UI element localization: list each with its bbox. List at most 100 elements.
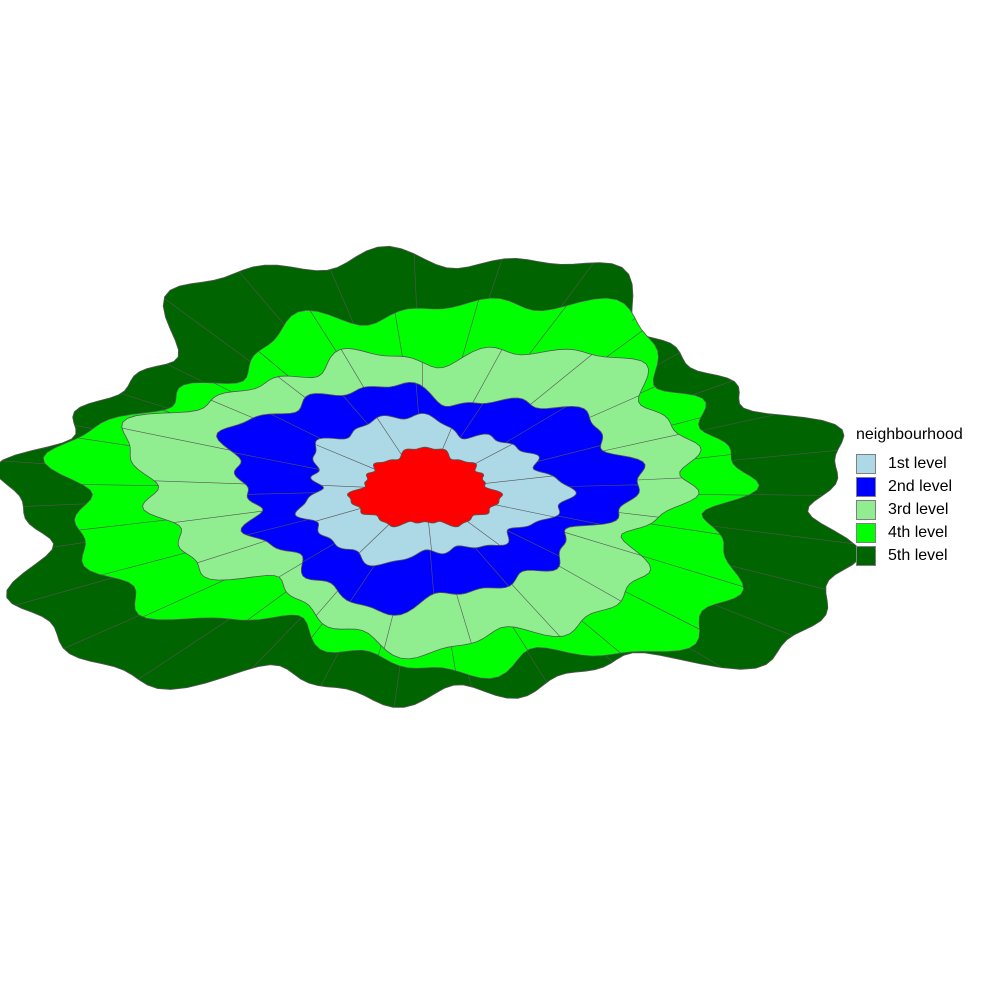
sub-region-border [358, 524, 390, 554]
sub-region-border [154, 480, 246, 485]
sub-region-border [641, 555, 744, 588]
sub-region-border [394, 312, 403, 357]
sub-region-border [79, 519, 167, 531]
sub-region-border [349, 565, 375, 602]
legend-title: neighbourhood [856, 426, 963, 443]
sub-region-border [1, 460, 46, 465]
sub-region-border [413, 253, 417, 309]
sub-region-border [302, 543, 335, 563]
sub-region-border [559, 565, 622, 602]
sub-region-border [714, 604, 793, 636]
sub-region-border [505, 406, 567, 443]
sub-region-border [557, 515, 602, 525]
sub-region-border [162, 409, 171, 414]
sub-region-border [488, 259, 503, 299]
sub-region-border [475, 443, 513, 464]
sub-region-border [564, 532, 642, 556]
sub-region-border [101, 552, 186, 576]
sub-region-border [415, 383, 419, 414]
legend-label-3rd-level: 3rd level [888, 500, 949, 518]
sub-region-border [142, 579, 225, 618]
legend-swatch-1st-level [856, 453, 876, 474]
sub-region-border [173, 510, 263, 523]
sub-region-border [442, 427, 452, 450]
sub-region-border [429, 550, 434, 594]
sub-region-border [512, 626, 528, 651]
legend-swatch-4th-level [856, 522, 876, 543]
sub-region-border [657, 352, 681, 366]
sub-region-border [496, 504, 555, 518]
sub-region-border [711, 525, 855, 545]
sub-region-border [568, 484, 639, 487]
sub-region-border [277, 376, 306, 398]
sub-region-border [197, 540, 266, 564]
sub-region-border [731, 450, 838, 461]
map-regions [0, 245, 861, 708]
sub-region-border [631, 318, 636, 322]
sub-region-border [238, 271, 285, 325]
sub-region-border [602, 434, 679, 452]
legend-swatch-3rd-level [856, 499, 876, 520]
legend-items: 1st level 2nd level 3rd level 4th level … [856, 452, 963, 567]
sub-region-border [233, 452, 320, 470]
sub-region-border [320, 652, 339, 687]
sub-region-border [698, 494, 749, 496]
sub-region-border [468, 674, 472, 687]
focus-region [346, 446, 504, 528]
sub-region-border [618, 512, 659, 518]
sub-region-border [694, 454, 732, 459]
sub-region-border [530, 354, 593, 405]
sub-region-border [246, 591, 287, 621]
sub-region-border [15, 577, 113, 606]
legend-swatch-2nd-level [856, 476, 876, 497]
sub-region-border [421, 362, 423, 387]
sub-region-border [428, 522, 432, 551]
sub-region-border [74, 425, 93, 429]
sub-region-border [671, 417, 702, 426]
sub-region-border [63, 615, 140, 649]
sub-region-border [81, 484, 159, 486]
legend-item-3rd-level: 3rd level [856, 498, 963, 521]
sub-region-border [639, 386, 655, 394]
sub-region-border [246, 519, 309, 536]
legend-item-1st-level: 1st level [856, 452, 963, 475]
sub-region-border [528, 305, 567, 355]
sub-region-border [537, 445, 601, 462]
sub-region-border [701, 414, 777, 431]
sub-region-border [138, 618, 230, 680]
sub-region-border [472, 349, 503, 403]
sub-region-border [393, 666, 401, 708]
legend-item-5th-level: 5th level [856, 544, 963, 567]
sub-region-border [467, 521, 501, 546]
sub-region-border [251, 616, 303, 669]
sub-region-border [77, 437, 130, 446]
sub-region-border [589, 395, 640, 418]
sub-region-border [321, 485, 365, 488]
sub-region-border [121, 393, 169, 409]
sub-region-border [383, 615, 394, 649]
sub-region-border [605, 655, 613, 663]
sub-region-border [23, 503, 87, 507]
sub-region-border [462, 299, 479, 358]
sub-region-border [456, 594, 472, 644]
sub-region-border [730, 565, 826, 590]
sub-region-border [166, 363, 205, 383]
legend-label-4th-level: 4th level [888, 523, 948, 541]
sub-region-border [625, 591, 700, 630]
sub-region-border [315, 590, 338, 616]
sub-region-border [693, 380, 734, 396]
sub-region-border [507, 530, 560, 557]
sub-region-border [637, 477, 683, 481]
legend-label-1st-level: 1st level [888, 454, 947, 472]
legend-label-2nd-level: 2nd level [888, 477, 953, 495]
sub-region-border [278, 562, 303, 578]
sub-region-border [511, 584, 561, 637]
sub-region-border [315, 444, 375, 470]
sub-region-border [459, 403, 484, 438]
sub-region-border [451, 646, 456, 671]
sub-region-border [749, 494, 823, 496]
sub-region-border [53, 542, 86, 548]
sub-region-border [163, 297, 251, 362]
legend: neighbourhood 1st level 2nd level 3rd le… [856, 426, 963, 567]
